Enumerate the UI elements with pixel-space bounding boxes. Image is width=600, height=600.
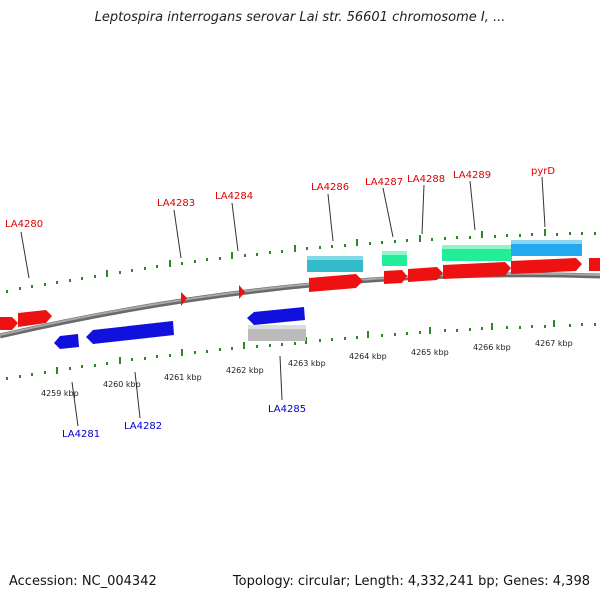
gene-label-la4282[interactable]: LA4282 (124, 421, 162, 432)
feature-track-top (307, 240, 582, 272)
gene-label-pyrd[interactable]: pyrD (531, 166, 555, 177)
reverse-gene[interactable] (54, 334, 79, 349)
gene-label-la4288[interactable]: LA4288 (407, 174, 445, 185)
kbp-label: 4259 kbp (41, 389, 79, 398)
lower-tick-row (6, 320, 596, 380)
chromosome-backbone (0, 272, 600, 339)
gene-label-la4281[interactable]: LA4281 (62, 429, 100, 440)
bottom-leader-lines (71, 355, 283, 427)
gene-label-la4283[interactable]: LA4283 (157, 198, 195, 209)
forward-gene[interactable] (384, 270, 407, 284)
topology-summary: Topology: circular; Length: 4,332,241 bp… (232, 574, 590, 589)
forward-gene[interactable] (408, 267, 443, 282)
accession-text: Accession: NC_004342 (9, 574, 157, 589)
kbp-scale-labels: 4259 kbp 4260 kbp 4261 kbp 4262 kbp 4263… (41, 339, 573, 398)
kbp-label: 4265 kbp (411, 348, 449, 357)
bottom-gene-labels: LA4281 LA4282 LA4285 (62, 404, 306, 440)
top-leader-lines (20, 176, 546, 279)
forward-gene[interactable] (589, 258, 600, 271)
forward-gene[interactable] (0, 317, 18, 330)
gene-label-la4280[interactable]: LA4280 (5, 219, 43, 230)
forward-genes (0, 258, 600, 330)
kbp-label: 4260 kbp (103, 380, 141, 389)
reverse-genes (54, 307, 306, 349)
forward-gene[interactable] (511, 258, 582, 274)
forward-gene[interactable] (309, 274, 363, 292)
gene-label-la4285[interactable]: LA4285 (268, 404, 306, 415)
forward-gene[interactable] (181, 292, 187, 306)
kbp-label: 4264 kbp (349, 352, 387, 361)
kbp-label: 4267 kbp (535, 339, 573, 348)
kbp-label: 4263 kbp (288, 359, 326, 368)
forward-gene[interactable] (239, 285, 245, 299)
upper-tick-row (6, 229, 596, 293)
forward-gene[interactable] (443, 262, 511, 279)
kbp-label: 4261 kbp (164, 373, 202, 382)
reverse-gene[interactable] (86, 321, 174, 344)
map-title: Leptospira interrogans serovar Lai str. … (94, 10, 506, 25)
forward-gene[interactable] (18, 310, 52, 327)
top-gene-labels: LA4280 LA4283 LA4284 LA4286 LA4287 LA428… (5, 166, 555, 230)
gene-label-la4287[interactable]: LA4287 (365, 177, 403, 188)
kbp-label: 4262 kbp (226, 366, 264, 375)
reverse-gene[interactable] (247, 307, 305, 325)
gene-label-la4289[interactable]: LA4289 (453, 170, 491, 181)
gene-label-la4284[interactable]: LA4284 (215, 191, 253, 202)
kbp-label: 4266 kbp (473, 343, 511, 352)
gene-label-la4286[interactable]: LA4286 (311, 182, 349, 193)
